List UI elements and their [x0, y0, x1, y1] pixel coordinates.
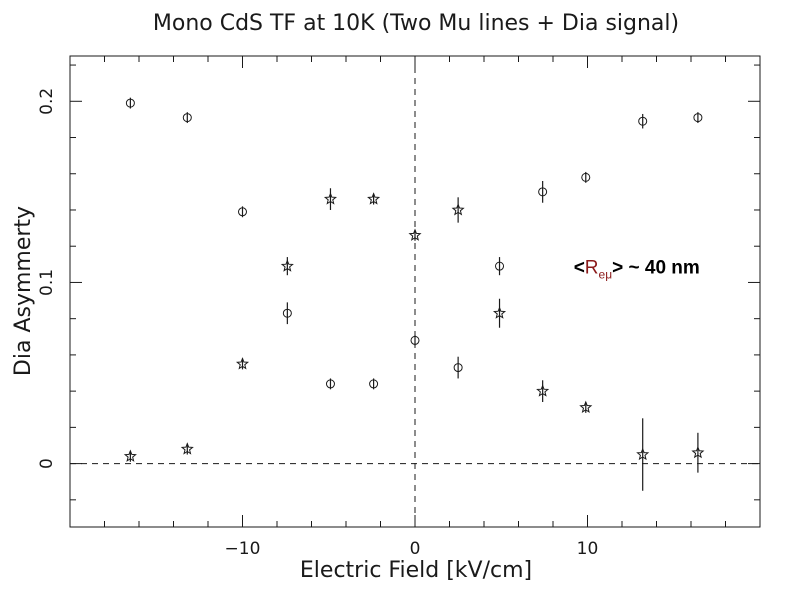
- x-tick-label: 0: [410, 539, 421, 559]
- data-point-star: [280, 259, 294, 272]
- data-point-star: [579, 400, 593, 413]
- data-point-star: [492, 306, 507, 319]
- data-point-star: [323, 192, 338, 205]
- data-point-star: [235, 357, 250, 370]
- annotation-close-bracket: >: [612, 257, 623, 278]
- data-point-circle: [693, 113, 703, 123]
- x-axis-label: Electric Field [kV/cm]: [300, 558, 532, 583]
- data-point-star: [536, 384, 550, 397]
- data-point-circle: [325, 379, 335, 389]
- data-point-star: [408, 228, 422, 241]
- x-tick-label: −10: [225, 539, 261, 559]
- annotation-value: ~ 40 nm: [623, 257, 700, 278]
- annotation-subscript: eμ: [599, 267, 613, 281]
- annotation-symbol: R: [585, 257, 599, 278]
- chart-title: Mono CdS TF at 10K (Two Mu lines + Dia s…: [153, 11, 679, 36]
- data-point-circle: [453, 363, 463, 373]
- x-tick-label: 10: [577, 539, 599, 559]
- data-point-circle: [638, 116, 648, 126]
- data-point-circle: [282, 308, 292, 318]
- data-point-star: [180, 442, 194, 455]
- data-point-circle: [125, 98, 135, 108]
- y-tick-label: 0.1: [37, 269, 57, 296]
- data-point-star: [636, 447, 650, 461]
- y-tick-label: 0: [37, 458, 57, 469]
- data-point-circle: [538, 187, 548, 197]
- size-annotation: <Reμ> ~ 40 nm: [574, 257, 700, 281]
- data-point-circle: [238, 207, 247, 217]
- data-point-circle: [410, 335, 420, 345]
- y-axis-label: Dia Asymmerty: [11, 206, 36, 376]
- data-point-star: [123, 449, 137, 462]
- plot-area: −10 0 10 0 0.1 0.2 <Reμ> ~ 40 nm: [37, 55, 761, 559]
- data-point-star: [367, 192, 381, 205]
- data-point-circle: [581, 172, 591, 182]
- data-point-star: [451, 203, 465, 216]
- annotation-open-bracket: <: [574, 257, 585, 278]
- data-point-star: [691, 445, 705, 459]
- data-point-circle: [369, 379, 379, 389]
- data-point-circle: [182, 113, 192, 123]
- y-tick-label: 0.2: [37, 88, 57, 115]
- data-point-circle: [495, 261, 505, 271]
